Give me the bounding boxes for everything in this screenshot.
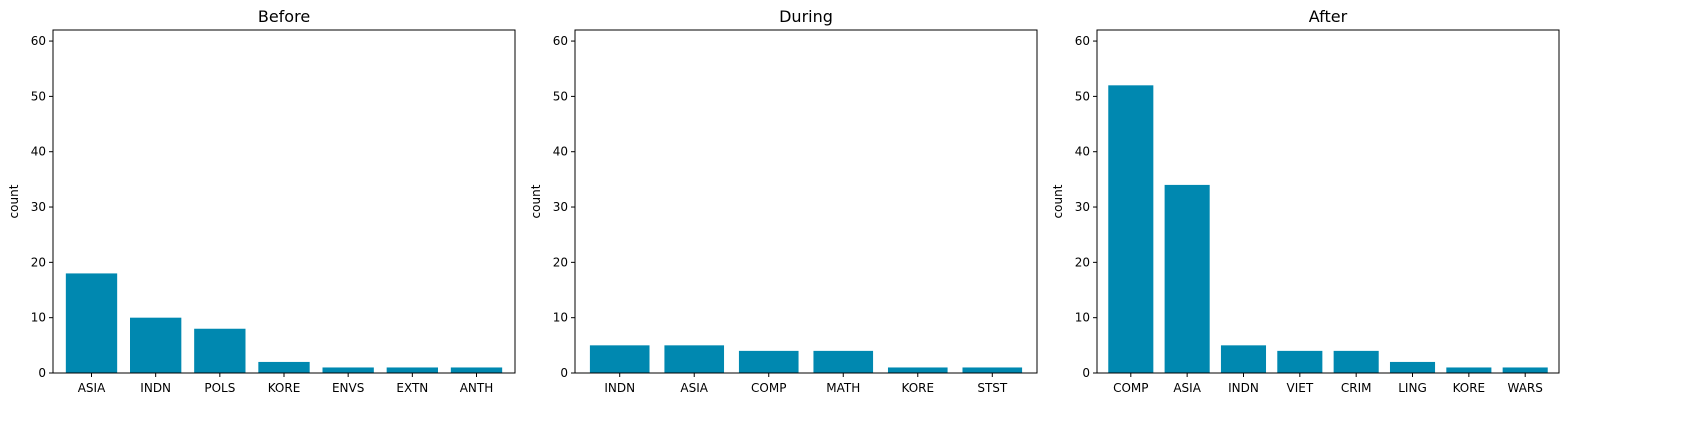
bar-comp bbox=[1108, 85, 1154, 374]
x-axis-ticks: ASIA INDN POLS KORE ENVS EXTN ANTH bbox=[78, 373, 494, 395]
x-tick-label: COMP bbox=[751, 381, 786, 395]
x-tick-label: VIET bbox=[1286, 381, 1313, 395]
bar-indn bbox=[1220, 345, 1267, 373]
y-tick-label: 20 bbox=[1075, 255, 1090, 269]
panel-before: Before count 0 10 20 30 40 50 60 ASIA INDN POLS K… bbox=[7, 7, 516, 395]
bar-indn bbox=[130, 317, 182, 373]
bar-extn bbox=[386, 367, 438, 373]
bar-comp bbox=[738, 350, 799, 373]
panel-after: After count 0 10 20 30 40 50 60 COMP ASIA INDN VI… bbox=[1051, 7, 1560, 395]
x-tick-label: INDN bbox=[604, 381, 635, 395]
x-tick-label: KORE bbox=[1453, 381, 1486, 395]
x-tick-label: KORE bbox=[901, 381, 934, 395]
x-tick-label: POLS bbox=[204, 381, 235, 395]
bar-math bbox=[813, 350, 874, 373]
y-tick-label: 10 bbox=[553, 311, 568, 325]
plot-frame bbox=[574, 29, 1038, 374]
bar-envs bbox=[322, 367, 374, 373]
y-tick-label: 10 bbox=[1075, 311, 1090, 325]
y-tick-label: 50 bbox=[553, 89, 568, 103]
y-tick-label: 40 bbox=[553, 145, 568, 159]
bar-stst bbox=[962, 367, 1023, 373]
bar-ling bbox=[1389, 361, 1436, 373]
y-tick-label: 0 bbox=[1082, 366, 1090, 380]
y-tick-label: 60 bbox=[31, 34, 46, 48]
x-axis-ticks: COMP ASIA INDN VIET CRIM LING KORE WARS bbox=[1113, 373, 1543, 395]
bar-anth bbox=[450, 367, 503, 373]
bar-kore bbox=[887, 367, 948, 373]
y-axis-label: count bbox=[1051, 184, 1065, 218]
y-axis-ticks: 0 10 20 30 40 50 60 bbox=[1075, 34, 1097, 380]
bar-asia bbox=[664, 345, 725, 373]
y-tick-label: 20 bbox=[31, 255, 46, 269]
bars bbox=[589, 345, 1023, 373]
chart-title: Before bbox=[258, 7, 310, 26]
y-tick-label: 40 bbox=[31, 145, 46, 159]
bar-kore bbox=[1446, 367, 1492, 373]
y-tick-label: 40 bbox=[1075, 145, 1090, 159]
x-tick-label: ANTH bbox=[460, 381, 494, 395]
x-tick-label: MATH bbox=[826, 381, 860, 395]
y-tick-label: 30 bbox=[31, 200, 46, 214]
bars bbox=[1108, 85, 1548, 374]
x-tick-label: ASIA bbox=[1173, 381, 1201, 395]
bar-crim bbox=[1333, 350, 1379, 373]
panel-during: During count 0 10 20 30 40 50 60 INDN ASIA COMP M… bbox=[529, 7, 1038, 395]
y-tick-label: 10 bbox=[31, 311, 46, 325]
x-tick-label: ASIA bbox=[78, 381, 106, 395]
plot-frame bbox=[52, 29, 516, 374]
y-axis-ticks: 0 10 20 30 40 50 60 bbox=[553, 34, 575, 380]
y-tick-label: 50 bbox=[31, 89, 46, 103]
y-tick-label: 0 bbox=[560, 366, 568, 380]
bar-asia bbox=[1164, 184, 1210, 373]
x-tick-label: EXTN bbox=[396, 381, 428, 395]
y-axis-label: count bbox=[7, 184, 21, 218]
x-tick-label: KORE bbox=[268, 381, 301, 395]
y-tick-label: 30 bbox=[1075, 200, 1090, 214]
bar-kore bbox=[258, 361, 310, 373]
bar-indn bbox=[589, 345, 650, 373]
x-tick-label: LING bbox=[1398, 381, 1427, 395]
bar-wars bbox=[1502, 367, 1548, 373]
y-tick-label: 0 bbox=[38, 366, 46, 380]
x-tick-label: INDN bbox=[140, 381, 171, 395]
chart-title: After bbox=[1309, 7, 1348, 26]
y-tick-label: 30 bbox=[553, 200, 568, 214]
y-axis-label: count bbox=[529, 184, 543, 218]
chart-title: During bbox=[779, 7, 833, 26]
x-tick-label: ENVS bbox=[332, 381, 364, 395]
y-tick-label: 60 bbox=[1075, 34, 1090, 48]
x-tick-label: CRIM bbox=[1341, 381, 1372, 395]
y-tick-label: 50 bbox=[1075, 89, 1090, 103]
bars bbox=[65, 273, 503, 373]
y-tick-label: 60 bbox=[553, 34, 568, 48]
bar-pols bbox=[194, 328, 246, 373]
x-tick-label: STST bbox=[977, 381, 1008, 395]
y-axis-ticks: 0 10 20 30 40 50 60 bbox=[31, 34, 53, 380]
plot-frame bbox=[1096, 29, 1560, 374]
bar-viet bbox=[1277, 350, 1323, 373]
x-axis-ticks: INDN ASIA COMP MATH KORE STST bbox=[604, 373, 1008, 395]
x-tick-label: INDN bbox=[1228, 381, 1259, 395]
x-tick-label: COMP bbox=[1113, 381, 1148, 395]
bar-asia bbox=[65, 273, 118, 373]
x-tick-label: ASIA bbox=[680, 381, 708, 395]
y-tick-label: 20 bbox=[553, 255, 568, 269]
x-tick-label: WARS bbox=[1508, 381, 1543, 395]
